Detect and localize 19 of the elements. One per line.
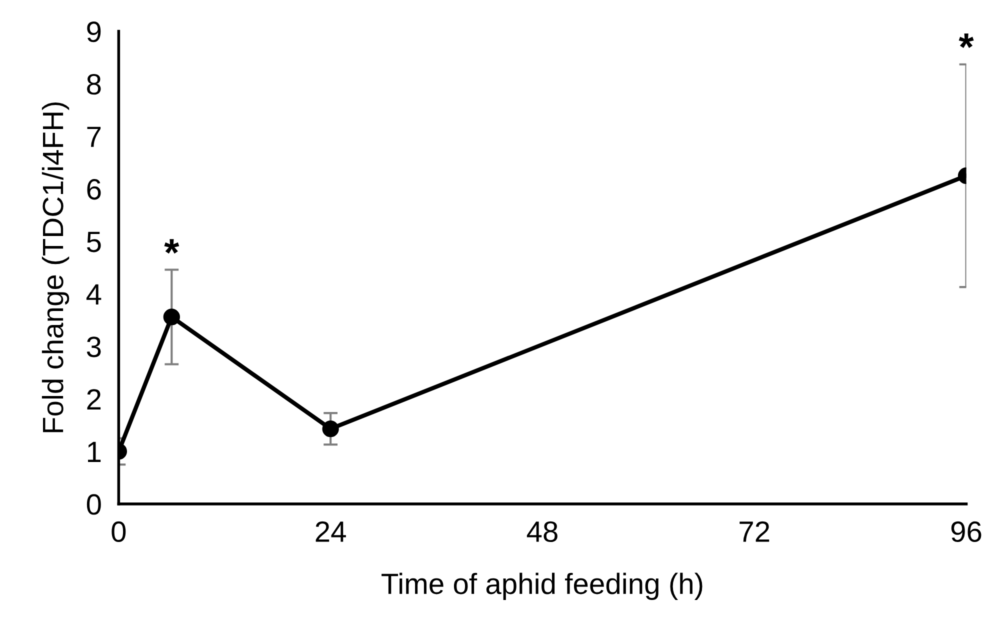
annotation: * — [164, 239, 180, 254]
x-tick-label: 0 — [112, 521, 126, 542]
y-tick-label: 6 — [87, 179, 101, 200]
x-tick-label: 96 — [951, 521, 982, 542]
x-tick-label: 48 — [526, 521, 558, 542]
y-tick-label: 7 — [87, 126, 101, 147]
x-axis-title: Time of aphid feeding (h) — [382, 572, 702, 600]
y-tick-label: 1 — [88, 442, 101, 462]
y-axis-title: Fold change (TDC1/i4FH) — [42, 102, 70, 432]
x-tick-label: 72 — [740, 521, 770, 542]
y-tick-label: 9 — [87, 22, 101, 42]
y-tick-label: 8 — [87, 74, 101, 95]
x-tick-label: 24 — [316, 521, 346, 542]
y-tick-label: 3 — [86, 336, 101, 358]
annotation: * — [958, 34, 974, 48]
y-tick-label: 5 — [86, 232, 101, 252]
y-tick-label: 4 — [86, 284, 102, 304]
y-tick-label: 2 — [87, 389, 101, 410]
y-tick-label: 0 — [86, 494, 101, 515]
